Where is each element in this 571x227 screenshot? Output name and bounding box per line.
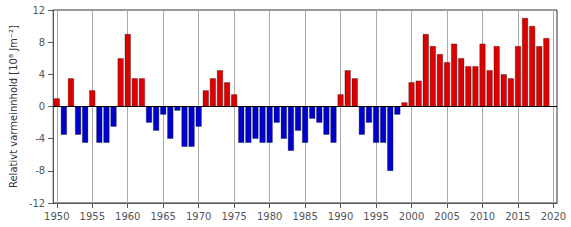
svg-text:2000: 2000 xyxy=(399,211,424,222)
svg-text:1985: 1985 xyxy=(292,211,317,222)
svg-text:1950: 1950 xyxy=(44,211,69,222)
svg-text:1960: 1960 xyxy=(115,211,140,222)
svg-text:1990: 1990 xyxy=(328,211,353,222)
svg-text:0: 0 xyxy=(39,101,45,112)
svg-text:-12: -12 xyxy=(29,198,45,209)
svg-text:1955: 1955 xyxy=(80,211,105,222)
svg-text:2005: 2005 xyxy=(434,211,459,222)
svg-text:2010: 2010 xyxy=(470,211,495,222)
svg-text:2015: 2015 xyxy=(505,211,530,222)
svg-text:1995: 1995 xyxy=(363,211,388,222)
svg-text:8: 8 xyxy=(39,37,45,48)
svg-text:4: 4 xyxy=(39,69,45,80)
svg-text:1980: 1980 xyxy=(257,211,282,222)
svg-text:1965: 1965 xyxy=(150,211,175,222)
svg-text:12: 12 xyxy=(32,5,45,16)
svg-text:1970: 1970 xyxy=(186,211,211,222)
svg-text:1975: 1975 xyxy=(221,211,246,222)
svg-text:2020: 2020 xyxy=(541,211,566,222)
svg-text:Relativt varmeinnhold [10⁸ Jm⁻: Relativt varmeinnhold [10⁸ Jm⁻²] xyxy=(8,25,19,188)
svg-text:-4: -4 xyxy=(35,133,45,144)
svg-text:-8: -8 xyxy=(35,165,45,176)
